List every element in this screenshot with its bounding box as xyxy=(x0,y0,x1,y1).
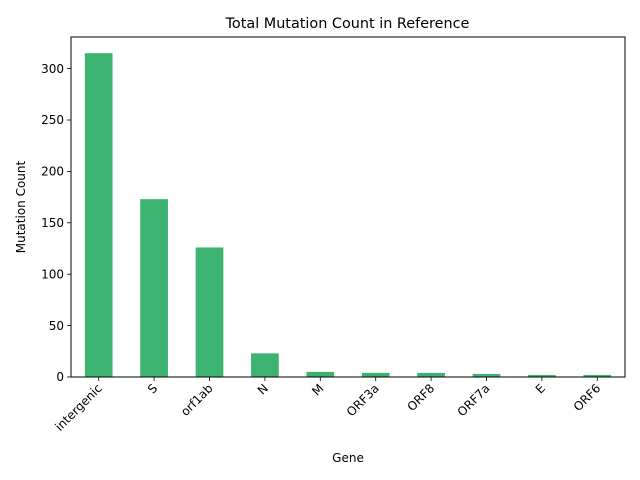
bar-S xyxy=(140,199,168,377)
y-tick-label: 250 xyxy=(41,113,64,127)
bars-group xyxy=(84,53,612,377)
x-tick-label: ORF3a xyxy=(344,381,382,419)
bar-N xyxy=(251,353,279,377)
x-tick-label: E xyxy=(533,381,548,396)
y-axis-label: Mutation Count xyxy=(14,160,28,253)
chart-title: Total Mutation Count in Reference xyxy=(225,16,470,32)
x-tick-label: intergenic xyxy=(52,381,105,434)
plot-frame xyxy=(70,36,626,378)
y-tick-label: 200 xyxy=(41,165,64,179)
x-axis-label: Gene xyxy=(332,451,364,465)
bar-M xyxy=(306,371,335,377)
bar-orf1ab xyxy=(195,247,224,377)
bar-ORF7a xyxy=(472,373,501,377)
x-tick-label: N xyxy=(255,381,271,397)
y-tick-label: 100 xyxy=(41,267,64,281)
y-tick-label: 0 xyxy=(56,370,64,384)
y-tick-label: 300 xyxy=(41,62,64,76)
x-tick-label: S xyxy=(145,381,160,396)
bar-ORF6 xyxy=(583,374,612,377)
bar-ORF3a xyxy=(361,372,390,377)
bar-E xyxy=(528,374,556,377)
y-tick-label: 150 xyxy=(41,216,64,230)
bar-ORF8 xyxy=(417,372,445,377)
y-tick-label: 50 xyxy=(49,319,64,333)
y-axis-ticks: 0 50 100 150 200 250 300 xyxy=(41,62,71,384)
bar-intergenic xyxy=(84,53,113,377)
x-tick-label: ORF8 xyxy=(404,381,437,414)
x-tick-label: ORF7a xyxy=(455,381,493,419)
x-tick-label: orf1ab xyxy=(178,381,216,419)
x-tick-label: M xyxy=(309,381,326,398)
x-tick-label: ORF6 xyxy=(571,381,604,414)
